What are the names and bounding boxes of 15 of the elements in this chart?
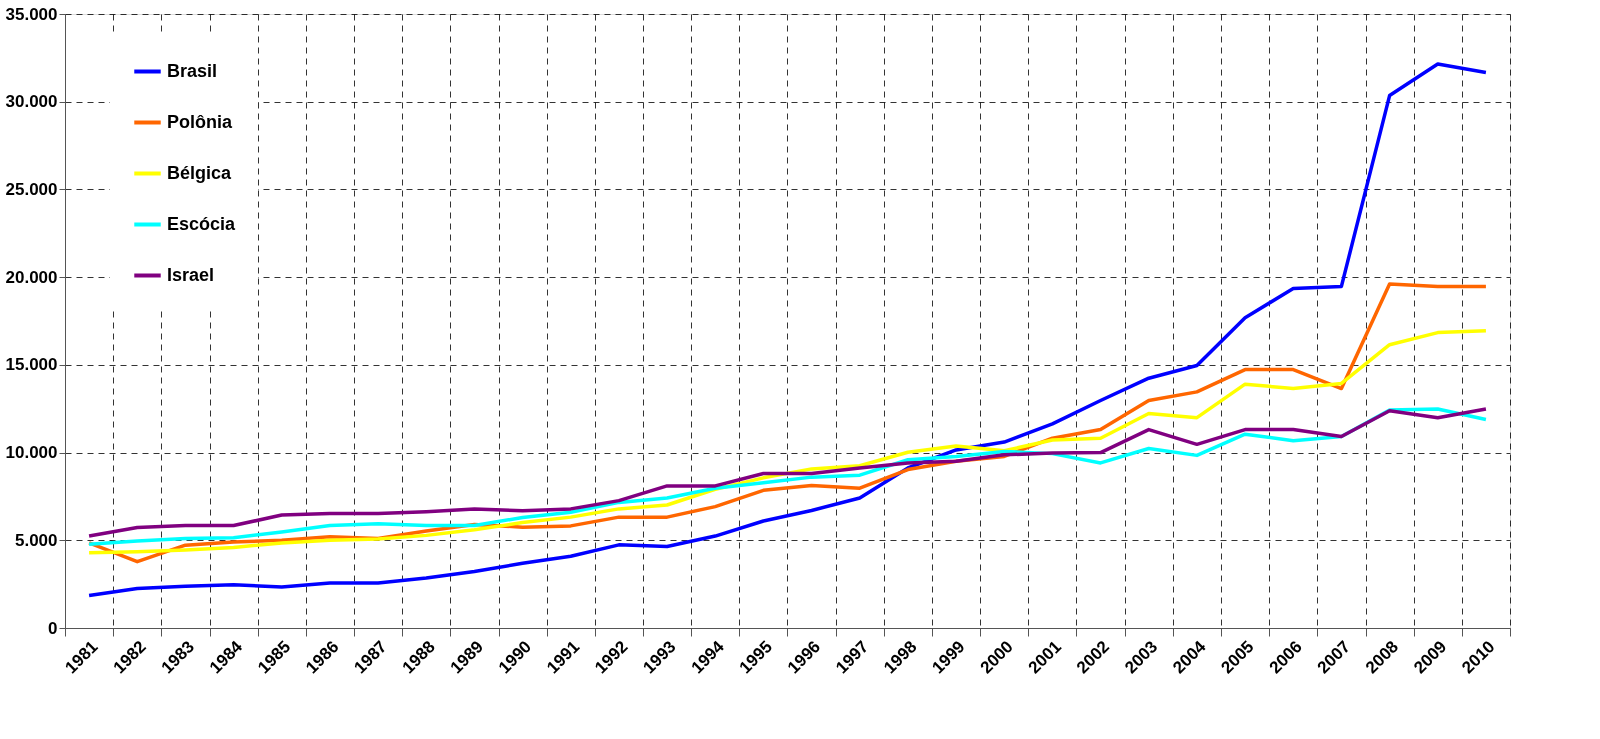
y-tick-label: 5.000 bbox=[14, 530, 58, 550]
legend-label: Polônia bbox=[167, 111, 233, 132]
legend-label: Escócia bbox=[167, 213, 237, 234]
legend-label: Brasil bbox=[167, 60, 218, 81]
y-tick-label: 15.000 bbox=[5, 355, 58, 375]
line-series bbox=[87, 328, 1488, 555]
line-series bbox=[87, 62, 1488, 598]
y-tick-label: 10.000 bbox=[5, 443, 58, 463]
y-tick-label: 0 bbox=[48, 618, 58, 638]
y-tick-label: 30.000 bbox=[5, 92, 58, 112]
y-tick-label: 25.000 bbox=[5, 179, 58, 199]
y-tick-label: 20.000 bbox=[5, 267, 58, 287]
legend-label: Israel bbox=[167, 264, 215, 285]
legend-label: Bélgica bbox=[167, 162, 233, 183]
y-tick-label: 35.000 bbox=[5, 4, 58, 24]
